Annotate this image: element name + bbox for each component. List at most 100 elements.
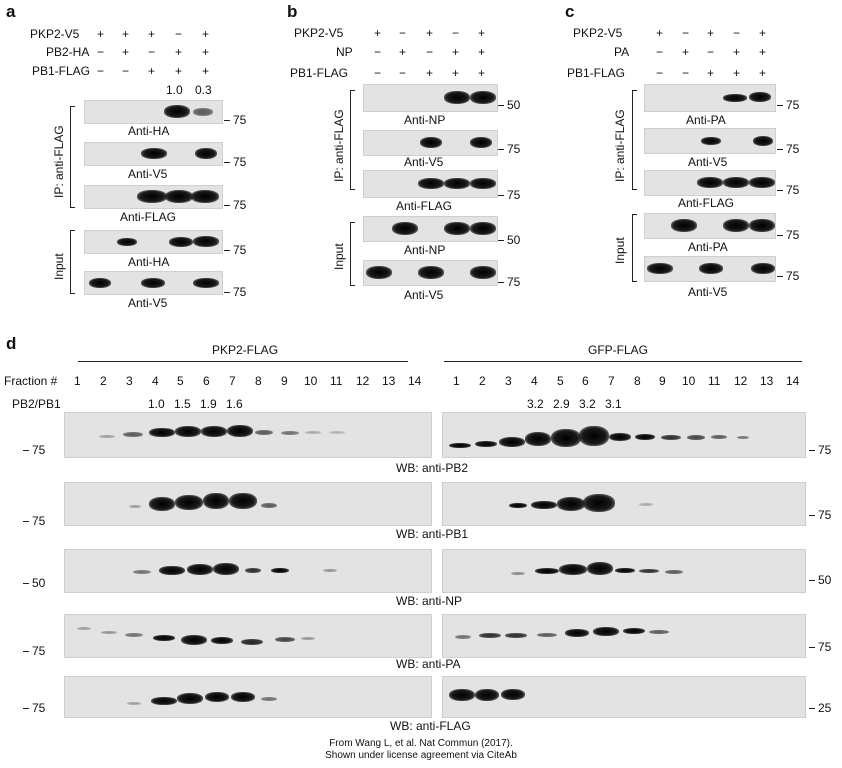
fraction-number: 3 bbox=[126, 374, 133, 388]
blot-b3 bbox=[363, 170, 498, 198]
right-title: GFP-FLAG bbox=[588, 343, 649, 357]
blot-a3 bbox=[84, 185, 223, 209]
band bbox=[551, 429, 581, 447]
mw-marker: 75 bbox=[776, 142, 800, 156]
pb2-pb1-ratio: 1.6 bbox=[226, 397, 243, 411]
blot-label: Anti-V5 bbox=[404, 288, 444, 302]
band bbox=[175, 495, 203, 510]
sign: − bbox=[452, 26, 460, 40]
band bbox=[261, 503, 277, 508]
gfp-ratio: 3.1 bbox=[605, 397, 622, 411]
band bbox=[305, 431, 321, 434]
mw-marker: 25 bbox=[808, 701, 832, 715]
band bbox=[699, 263, 723, 274]
band bbox=[392, 222, 418, 235]
fraction-number: 8 bbox=[255, 374, 262, 388]
band bbox=[749, 219, 775, 232]
band bbox=[275, 637, 295, 642]
blot-label: Anti-V5 bbox=[128, 167, 168, 181]
band bbox=[181, 635, 207, 645]
sign: + bbox=[759, 66, 767, 80]
blot-label: WB: anti-PA bbox=[396, 657, 461, 671]
band bbox=[165, 190, 193, 203]
mw-marker: 75 bbox=[223, 243, 247, 257]
blot-label: Anti-NP bbox=[404, 113, 446, 127]
band bbox=[753, 136, 773, 146]
blot-a4 bbox=[84, 230, 223, 254]
band bbox=[101, 631, 117, 634]
mw-marker: 75 bbox=[22, 644, 46, 658]
sign: − bbox=[148, 45, 156, 59]
sign: − bbox=[97, 64, 105, 78]
sign: + bbox=[733, 66, 741, 80]
row-label-pkp2-v5: PKP2-V5 bbox=[294, 26, 344, 40]
fraction-number: 9 bbox=[281, 374, 288, 388]
band bbox=[133, 570, 151, 574]
sign: + bbox=[452, 45, 460, 59]
band bbox=[723, 94, 747, 102]
band bbox=[117, 238, 137, 246]
fraction-number: 7 bbox=[608, 374, 615, 388]
mw-marker: 75 bbox=[808, 640, 832, 654]
fraction-number: 6 bbox=[203, 374, 210, 388]
ratio-label: PB2/PB1 bbox=[12, 397, 61, 411]
mw-marker: 75 bbox=[497, 188, 521, 202]
ip-bracket bbox=[350, 90, 355, 190]
band bbox=[153, 635, 175, 641]
fraction-number: 3 bbox=[505, 374, 512, 388]
band bbox=[470, 266, 496, 279]
row-label-pb1-flag: PB1-FLAG bbox=[32, 64, 91, 78]
band bbox=[193, 108, 213, 116]
blot-label: Anti-PA bbox=[686, 113, 726, 127]
mw-marker: 75 bbox=[776, 269, 800, 283]
band bbox=[615, 568, 635, 573]
sign: + bbox=[478, 66, 486, 80]
band bbox=[213, 563, 239, 575]
sign: + bbox=[175, 64, 183, 78]
mw-marker: 75 bbox=[22, 514, 46, 528]
band bbox=[227, 425, 253, 437]
input-label: Input bbox=[52, 253, 66, 280]
band bbox=[329, 431, 345, 434]
band bbox=[665, 570, 683, 574]
ip-label: IP: anti-FLAG bbox=[52, 125, 66, 198]
band bbox=[671, 219, 697, 232]
band bbox=[649, 630, 669, 634]
fraction-number: 13 bbox=[382, 374, 396, 388]
blot-label: Anti-V5 bbox=[688, 155, 728, 169]
mw-marker: 75 bbox=[22, 443, 46, 457]
band bbox=[475, 689, 499, 701]
fraction-number: 10 bbox=[682, 374, 696, 388]
sign: − bbox=[399, 66, 407, 80]
band bbox=[723, 177, 749, 188]
credit-line-2: Shown under license agreement via CiteAb bbox=[325, 750, 517, 761]
sign: + bbox=[202, 27, 210, 41]
mw-marker: 75 bbox=[776, 228, 800, 242]
credit-line-1: From Wang L, et al. Nat Commun (2017). bbox=[329, 738, 513, 749]
fraction-number: 13 bbox=[760, 374, 774, 388]
sign: − bbox=[175, 27, 183, 41]
sign: + bbox=[759, 26, 767, 40]
band bbox=[749, 177, 775, 188]
blot-label: Anti-PA bbox=[688, 240, 728, 254]
mw-marker: 75 bbox=[808, 508, 832, 522]
fraction-number: 6 bbox=[582, 374, 589, 388]
ip-bracket bbox=[632, 90, 637, 190]
pb2-pb1-ratio: 1.0 bbox=[148, 397, 165, 411]
ip-label: IP: anti-FLAG bbox=[613, 109, 627, 182]
band bbox=[749, 92, 771, 102]
sign: + bbox=[707, 66, 715, 80]
band bbox=[587, 562, 613, 575]
mw-marker: 75 bbox=[223, 285, 247, 299]
sign: + bbox=[399, 45, 407, 59]
gfp-ratio: 3.2 bbox=[527, 397, 544, 411]
ratio-value: 0.3 bbox=[195, 83, 212, 97]
fraction-number: 4 bbox=[531, 374, 538, 388]
sign: + bbox=[759, 45, 767, 59]
blot-d3-left bbox=[64, 549, 432, 593]
band bbox=[505, 633, 527, 638]
band bbox=[639, 503, 653, 506]
blot-c5 bbox=[644, 256, 776, 282]
band bbox=[255, 430, 273, 435]
blot-label: WB: anti-PB2 bbox=[396, 461, 469, 475]
